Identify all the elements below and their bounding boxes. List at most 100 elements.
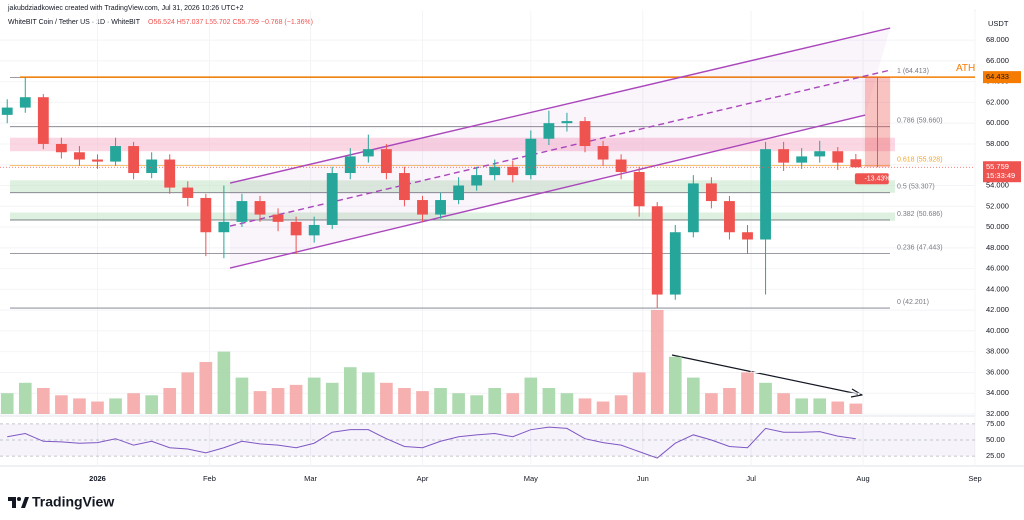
volume-bar — [849, 403, 863, 414]
candle-body — [399, 173, 410, 201]
fib-label: 0.236 (47.443) — [897, 244, 943, 251]
y-tick-label: 36.000 — [986, 367, 1009, 376]
volume-bar — [91, 401, 104, 414]
y-tick-label: 52.000 — [986, 201, 1009, 210]
x-tick-label: Mar — [304, 474, 317, 483]
y-tick-label: 32.000 — [986, 409, 1009, 418]
volume-bar — [596, 401, 610, 414]
rsi-tick-label: 75.00 — [986, 419, 1005, 428]
candle-body — [19, 97, 31, 108]
logo-dot — [17, 497, 21, 501]
volume-bar — [271, 388, 285, 414]
x-tick-label: Aug — [856, 474, 869, 483]
x-tick-label: May — [524, 474, 538, 483]
channel-lower — [229, 114, 866, 269]
volume-bar — [362, 372, 375, 414]
logo-text: TradingView — [32, 494, 114, 510]
candle-body — [796, 156, 808, 163]
candle-body — [290, 221, 302, 236]
candle-body — [633, 171, 645, 207]
candle-body — [760, 149, 771, 240]
volume-bar — [307, 377, 321, 414]
last-price-tag — [983, 161, 1021, 183]
measure-label: -13.43% — [864, 176, 890, 183]
candle-body — [453, 185, 465, 201]
volume-bar — [687, 377, 700, 414]
fib-label: 0.618 (55.928) — [897, 156, 943, 163]
author-line: jakubdziadkowiec created with TradingVie… — [7, 5, 244, 12]
logo-mark — [8, 497, 16, 508]
candle-body — [705, 183, 717, 202]
volume-bar — [795, 398, 808, 414]
candle-body — [128, 146, 140, 174]
candle-body — [110, 146, 121, 162]
y-tick-label: 34.000 — [986, 388, 1009, 397]
y-tick-label: 50.000 — [986, 222, 1009, 231]
fib-label: 0.5 (53.307) — [897, 184, 935, 191]
x-tick-label: Apr — [417, 474, 429, 483]
volume-bar — [434, 388, 447, 414]
volume-bar — [831, 401, 845, 414]
volume-bar — [542, 388, 556, 414]
volume-bar — [163, 388, 177, 414]
volume-bar — [705, 393, 718, 414]
volume-bar — [650, 310, 664, 414]
volume-bar — [18, 382, 32, 414]
x-tick-label: Jul — [746, 474, 756, 483]
y-tick-label: 68.000 — [986, 35, 1009, 44]
candle-body — [218, 221, 230, 233]
volume-bar — [199, 362, 213, 414]
candle-body — [832, 151, 844, 163]
candle-body — [1, 107, 13, 115]
candle-body — [814, 151, 826, 157]
volume-bar — [181, 372, 195, 414]
y-tick-label: 62.000 — [986, 97, 1009, 106]
volume-bar — [398, 388, 411, 414]
arrow-head — [850, 388, 864, 398]
rsi-tick-label: 50.00 — [986, 435, 1005, 444]
volume-bar — [55, 395, 68, 414]
volume-bar — [289, 384, 303, 414]
x-tick-label: 2026 — [89, 474, 106, 483]
candle-body — [561, 121, 573, 124]
channel-fill — [230, 28, 891, 269]
tradingview-logo: TradingView — [8, 494, 114, 510]
y-tick-label: 66.000 — [986, 56, 1009, 65]
countdown-text: 15:33:49 — [986, 171, 1015, 180]
volume-bar — [668, 356, 682, 414]
y-tick-label: 44.000 — [986, 284, 1009, 293]
y-tick-label: 60.000 — [986, 118, 1009, 127]
volume-bar — [470, 395, 483, 414]
last-price-text: 55.759 — [986, 162, 1009, 171]
candle-body — [200, 197, 212, 233]
candle-body — [380, 149, 392, 174]
y-tick-label: 58.000 — [986, 139, 1009, 148]
candle-body — [471, 175, 483, 186]
volume-bar — [506, 393, 520, 414]
volume-bar — [560, 393, 574, 414]
volume-bar — [488, 388, 502, 414]
candle-body — [92, 159, 103, 162]
y-tick-label: 54.000 — [986, 180, 1009, 189]
ohlc-readout: O56.524 H57.037 L55.702 C55.759 −0.768 (… — [148, 19, 313, 26]
candle-body — [362, 149, 374, 157]
candle-body — [37, 97, 49, 144]
x-tick-label: Feb — [203, 474, 216, 483]
fib-label: 0.382 (50.686) — [897, 211, 943, 218]
volume-bar — [777, 393, 790, 414]
candle-body — [507, 166, 519, 176]
ath-price-text: 64.433 — [986, 72, 1009, 81]
candle-body — [236, 201, 248, 222]
volume-bar — [109, 398, 122, 414]
volume-bar — [416, 391, 429, 414]
ath-text: ATH — [956, 63, 975, 74]
volume-bar — [235, 377, 249, 414]
candle-body — [146, 159, 158, 174]
volume-bar — [452, 393, 465, 414]
candle-body — [850, 159, 862, 168]
volume-bar — [632, 372, 646, 414]
y-tick-label: 40.000 — [986, 326, 1009, 335]
volume-bar — [325, 382, 339, 414]
zone — [10, 137, 895, 152]
